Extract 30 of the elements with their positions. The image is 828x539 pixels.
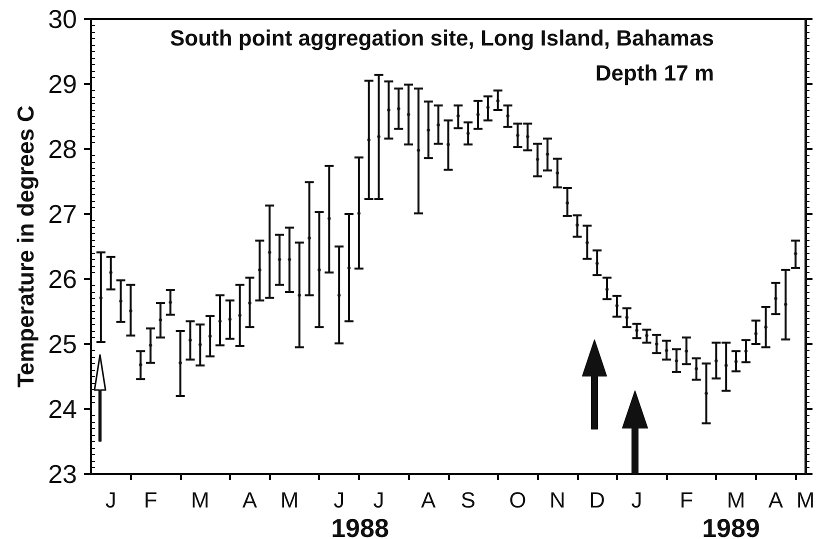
x-tick-label: M (190, 488, 210, 512)
x-tick-label: A (421, 488, 436, 512)
text: 1989 (702, 513, 760, 539)
y-tick-label: 25 (48, 329, 77, 359)
x-tick-label: F (144, 488, 158, 512)
x-tick-label: M (726, 488, 746, 512)
x-tick-label: J (373, 488, 384, 512)
x-tick-label: S (460, 488, 476, 512)
text: Depth 17 m (595, 60, 714, 86)
x-tick-label: J (334, 488, 345, 512)
chart-title: South point aggregation site, Long Island, Bahamas (170, 26, 714, 50)
x-tick-label: O (509, 488, 526, 512)
x-tick-label: A (242, 488, 258, 512)
y-tick-label: 26 (48, 264, 77, 294)
y-tick-label: 28 (48, 134, 77, 164)
text: 1988 (331, 513, 389, 539)
x-tick-label: D (589, 488, 606, 512)
x-tick-label: M (280, 488, 299, 512)
y-tick-label: 29 (48, 69, 77, 99)
y-tick-label: 23 (48, 459, 77, 489)
x-tick-label: F (680, 488, 694, 512)
x-tick-label: M (796, 488, 815, 512)
y-tick-label: 27 (48, 199, 77, 229)
x-tick-label: N (549, 488, 566, 512)
x-tick-label: J (631, 488, 642, 512)
x-tick-label: J (105, 488, 116, 512)
x-tick-label: A (768, 488, 784, 512)
y-axis-title: Temperature in degrees C (12, 105, 38, 388)
y-tick-label: 30 (48, 4, 77, 34)
y-tick-label: 24 (48, 394, 77, 424)
